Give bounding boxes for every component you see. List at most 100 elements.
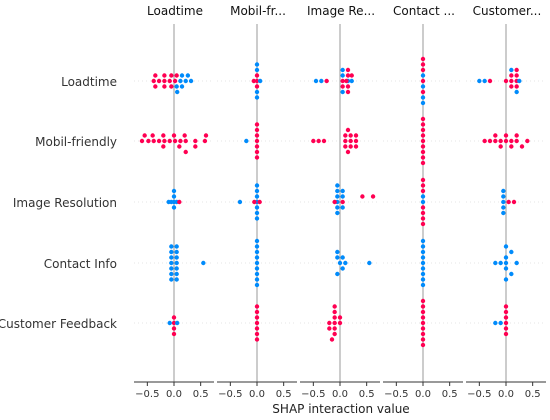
shap-dot <box>420 260 426 266</box>
shap-dot <box>167 138 172 144</box>
shap-dot <box>519 144 525 149</box>
shap-dot <box>311 138 316 144</box>
shap-dot <box>420 67 426 73</box>
x-axis-title: SHAP interaction value <box>272 402 409 416</box>
column-title-image-resolution: Image Re... <box>307 4 375 18</box>
shap-dot <box>252 199 257 205</box>
shap-dot <box>420 155 426 160</box>
shap-dot <box>332 326 337 331</box>
shap-dot <box>506 199 511 205</box>
shap-dot <box>340 188 345 194</box>
shap-dot <box>360 194 365 199</box>
shap-dot <box>201 260 206 266</box>
shap-dot <box>202 138 208 144</box>
x-tick-label: −0.5 <box>301 389 325 400</box>
shap-dot <box>254 78 260 84</box>
column-title-loadtime: Loadtime <box>147 4 203 18</box>
shap-dot <box>162 78 167 84</box>
shap-dot <box>509 78 514 84</box>
shap-dot <box>174 255 179 260</box>
shap-dot <box>420 320 426 326</box>
shap-dot <box>420 149 426 155</box>
shap-dot <box>188 78 194 84</box>
shap-dot <box>171 205 177 210</box>
shap-dot <box>420 282 426 288</box>
shap-dot <box>254 62 260 67</box>
shap-dot <box>254 194 260 199</box>
shap-dot <box>254 122 260 127</box>
shap-dot <box>335 205 340 210</box>
shap-dot <box>335 183 340 188</box>
shap-dot <box>254 255 260 260</box>
shap-dot <box>501 199 506 205</box>
shap-dot <box>169 84 174 89</box>
shap-dot <box>254 127 260 133</box>
shap-dot <box>420 304 426 309</box>
shap-dot <box>332 199 337 205</box>
shap-dot <box>171 320 177 326</box>
shap-dot <box>503 326 509 331</box>
column-title-customer-feedback: Customer... <box>473 4 542 18</box>
shap-dot <box>343 144 348 149</box>
shap-dot <box>254 244 260 249</box>
column-title-contact-info: Contact ... <box>393 4 455 18</box>
shap-dot <box>335 249 340 255</box>
shap-dot <box>254 337 260 342</box>
shap-dot <box>174 260 179 266</box>
shap-dot <box>493 133 498 138</box>
row-label-contact-info: Contact Info <box>44 257 117 271</box>
shap-dot <box>337 315 343 320</box>
shap-dot <box>203 133 209 138</box>
shap-dot <box>498 320 503 326</box>
shap-dot <box>324 78 329 84</box>
shap-dot <box>420 326 426 331</box>
shap-dot <box>171 133 177 138</box>
shap-dot <box>174 84 179 89</box>
shap-dot <box>340 194 345 199</box>
shap-dot <box>169 266 174 271</box>
shap-dot <box>367 260 372 266</box>
shap-dot <box>509 67 514 73</box>
shap-dot <box>340 266 345 271</box>
shap-dot <box>420 331 426 337</box>
shap-dot <box>254 205 260 210</box>
shap-dot <box>498 138 503 144</box>
shap-dot <box>319 78 324 84</box>
shap-dot <box>503 320 509 326</box>
shap-dot <box>493 138 498 144</box>
shap-dot <box>183 78 188 84</box>
shap-dot <box>313 78 319 84</box>
shap-dot <box>420 89 426 95</box>
shap-dot <box>254 210 260 216</box>
row-label-customer-feedback: Customer Feedback <box>0 317 117 331</box>
shap-dot <box>258 78 263 84</box>
shap-dot <box>174 277 179 282</box>
shap-dot <box>254 89 260 95</box>
shap-dot <box>254 309 260 315</box>
shap-dot <box>169 73 174 78</box>
shap-dot <box>254 331 260 337</box>
shap-dot <box>343 133 348 138</box>
shap-dot <box>169 271 174 277</box>
shap-dot <box>509 271 514 277</box>
shap-dot <box>177 144 182 149</box>
shap-dot <box>237 199 243 205</box>
shap-dot <box>169 255 174 260</box>
shap-dot <box>321 138 327 144</box>
shap-dot <box>503 244 509 249</box>
shap-dot <box>501 188 506 194</box>
shap-dot <box>420 249 426 255</box>
shap-dot <box>487 138 493 144</box>
shap-dot <box>420 116 426 122</box>
shap-dot <box>420 56 426 62</box>
shap-dot <box>477 78 482 84</box>
shap-dot <box>179 73 185 78</box>
shap-dot <box>420 122 426 127</box>
shap-dot <box>420 210 426 216</box>
shap-dot <box>174 266 179 271</box>
shap-dot <box>420 127 426 133</box>
shap-dot <box>345 149 351 155</box>
shap-dot <box>254 183 260 188</box>
shap-dot <box>420 298 426 304</box>
x-tick-label: 0.5 <box>442 389 458 400</box>
